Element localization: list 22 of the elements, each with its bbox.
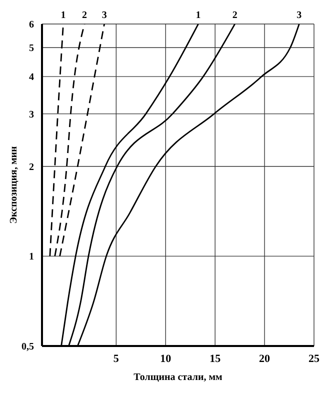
series-label: 1 <box>60 10 66 21</box>
y-tick-label: 0,5 <box>22 342 34 353</box>
y-axis-title: Экспозиция, мин <box>8 146 20 224</box>
series-label: 2 <box>232 10 238 21</box>
y-tick-label: 4 <box>29 72 34 84</box>
series-label: 2 <box>82 10 88 21</box>
y-tick-label: 1 <box>29 252 34 263</box>
x-axis-title: Толщина стали, мм <box>134 372 223 383</box>
line-series <box>54 24 86 257</box>
y-tick-label: 6 <box>29 20 34 31</box>
x-tick-label: 20 <box>259 352 271 365</box>
x-tick-label: 15 <box>210 352 222 365</box>
x-tick-label: 25 <box>308 352 320 365</box>
line-series <box>59 24 106 257</box>
series-label: 3 <box>296 10 302 21</box>
y-tick-label: 5 <box>29 43 34 54</box>
y-tick-label: 2 <box>29 162 34 173</box>
x-tick-label: 5 <box>113 352 120 365</box>
series-label: 3 <box>102 10 107 21</box>
series-label: 1 <box>196 10 201 21</box>
y-tick-label: 3 <box>29 109 34 120</box>
x-tick-label: 10 <box>160 352 172 365</box>
